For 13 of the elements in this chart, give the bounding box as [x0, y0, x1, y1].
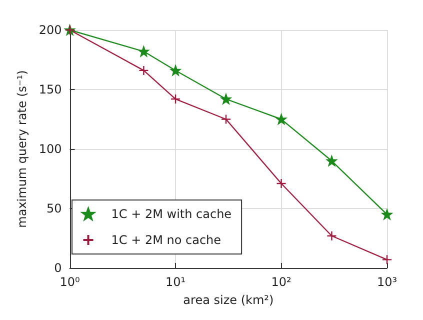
x-tick-label: 10³	[376, 275, 398, 289]
x-tick-label: 10²	[271, 275, 292, 289]
y-tick-label: 50	[46, 202, 62, 216]
x-tick-label: 10¹	[165, 275, 186, 289]
y-tick-label: 200	[38, 23, 62, 37]
y-tick-label: 150	[38, 82, 62, 96]
x-tick-label: 10⁰	[60, 275, 80, 289]
y-tick-label: 0	[54, 261, 62, 275]
legend-label: 1C + 2M with cache	[111, 207, 232, 221]
y-axis-title: maximum query rate (s⁻¹)	[15, 70, 29, 228]
y-tick-label: 100	[38, 142, 62, 156]
legend-label: 1C + 2M no cache	[111, 233, 222, 247]
x-axis-title: area size (km²)	[183, 293, 274, 307]
